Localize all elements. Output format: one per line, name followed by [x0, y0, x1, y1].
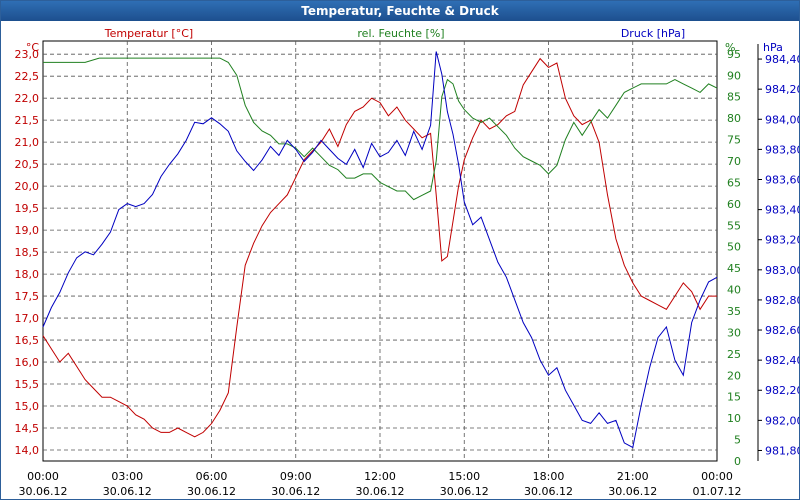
temperature-tick-label: 16,5: [15, 334, 40, 347]
temperature-axis-title: Temperatur [°C]: [104, 27, 193, 40]
temperature-tick-label: 17,5: [15, 290, 40, 303]
temperature-tick-label: 21,5: [15, 114, 40, 127]
x-tick-time: 06:00: [196, 470, 228, 483]
humidity-tick-label: 55: [727, 219, 741, 232]
temperature-tick-label: 22,0: [15, 92, 40, 105]
humidity-tick-label: 75: [727, 134, 741, 147]
humidity-unit: %: [725, 41, 735, 54]
x-tick-date: 30.06.12: [19, 485, 68, 498]
x-tick-time: 03:00: [111, 470, 143, 483]
x-tick-date: 30.06.12: [187, 485, 236, 498]
humidity-tick-label: 95: [727, 48, 741, 61]
pressure-tick-label: 983,40: [765, 204, 799, 217]
x-tick-date: 30.06.12: [440, 485, 489, 498]
pressure-tick-label: 983,60: [765, 173, 799, 186]
pressure-series-line: [42, 51, 718, 449]
humidity-tick-label: 30: [727, 326, 741, 339]
humidity-tick-label: 45: [727, 262, 741, 275]
humidity-tick-label: 0: [734, 455, 741, 468]
chart-canvas: Temperatur [°C] rel. Feuchte [%] Druck [hP…: [15, 27, 800, 498]
x-tick-date: 30.06.12: [103, 485, 152, 498]
humidity-tick-label: 40: [727, 284, 741, 297]
humidity-axis-title: rel. Feuchte [%]: [357, 27, 444, 40]
pressure-tick-label: 984,20: [765, 83, 799, 96]
pressure-tick-label: 981,80: [765, 444, 799, 457]
temperature-tick-label: 16,0: [15, 356, 40, 369]
x-tick-date: 01.07.12: [693, 485, 742, 498]
pressure-tick-label: 983,00: [765, 264, 799, 277]
temperature-series-line: [42, 57, 717, 438]
grid-lines: [43, 41, 717, 461]
temperature-tick-label: 18,0: [15, 268, 40, 281]
temperature-tick-label: 20,5: [15, 158, 40, 171]
humidity-tick-label: 60: [727, 198, 741, 211]
temperature-unit: °C: [26, 41, 40, 54]
temperature-tick-label: 14,5: [15, 422, 40, 435]
temperature-tick-label: 15,5: [15, 378, 40, 391]
pressure-axis-title: Druck [hPa]: [621, 27, 685, 40]
temperature-tick-label: 19,0: [15, 224, 40, 237]
x-tick-time: 00:00: [27, 470, 59, 483]
x-tick-date: 30.06.12: [356, 485, 405, 498]
x-tick-time: 18:00: [533, 470, 565, 483]
humidity-tick-label: 15: [727, 391, 741, 404]
pressure-tick-label: 982,80: [765, 294, 799, 307]
x-tick-date: 30.06.12: [608, 485, 657, 498]
humidity-tick-label: 85: [727, 91, 741, 104]
humidity-tick-label: 20: [727, 369, 741, 382]
x-tick-time: 00:00: [701, 470, 733, 483]
temperature-tick-label: 14,0: [15, 444, 40, 457]
x-tick-time: 21:00: [617, 470, 649, 483]
x-tick-time: 15:00: [448, 470, 480, 483]
temperature-tick-label: 23,0: [15, 48, 40, 61]
x-tick-date: 30.06.12: [271, 485, 320, 498]
humidity-series-line: [43, 57, 718, 201]
pressure-tick-label: 983,80: [765, 143, 799, 156]
temperature-tick-label: 22,5: [15, 70, 40, 83]
pressure-unit: hPa: [763, 41, 783, 54]
x-tick-time: 09:00: [280, 470, 312, 483]
humidity-tick-label: 25: [727, 348, 741, 361]
temperature-tick-label: 21,0: [15, 136, 40, 149]
pressure-tick-label: 982,60: [765, 324, 799, 337]
temperature-tick-label: 17,0: [15, 312, 40, 325]
pressure-tick-label: 982,00: [765, 414, 799, 427]
pressure-tick-label: 984,00: [765, 113, 799, 126]
temperature-tick-label: 19,5: [15, 202, 40, 215]
window-title: Temperatur, Feuchte & Druck: [1, 1, 799, 21]
pressure-tick-label: 984,40: [765, 53, 799, 66]
humidity-tick-label: 90: [727, 69, 741, 82]
humidity-tick-label: 50: [727, 241, 741, 254]
humidity-tick-label: 10: [727, 412, 741, 425]
humidity-tick-label: 65: [727, 176, 741, 189]
humidity-tick-label: 80: [727, 112, 741, 125]
x-tick-date: 30.06.12: [524, 485, 573, 498]
pressure-tick-label: 982,40: [765, 354, 799, 367]
temperature-tick-label: 15,0: [15, 400, 40, 413]
humidity-tick-label: 70: [727, 155, 741, 168]
humidity-tick-label: 35: [727, 305, 741, 318]
pressure-tick-label: 982,20: [765, 384, 799, 397]
pressure-tick-label: 983,20: [765, 234, 799, 247]
temperature-tick-label: 18,5: [15, 246, 40, 259]
x-tick-time: 12:00: [364, 470, 396, 483]
temperature-tick-label: 20,0: [15, 180, 40, 193]
humidity-tick-label: 5: [734, 434, 741, 447]
